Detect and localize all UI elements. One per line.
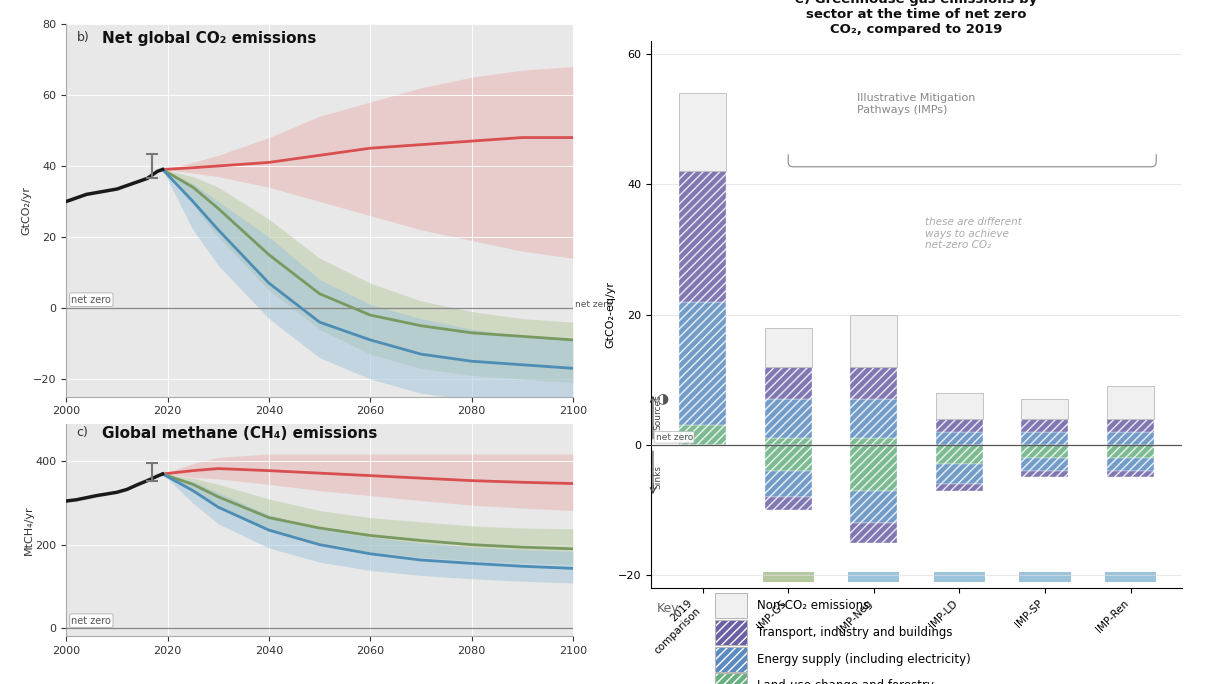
Text: net zero: net zero: [71, 616, 111, 626]
Text: Sources: Sources: [654, 395, 663, 430]
Bar: [936, 432, 983, 445]
Bar: [765, 399, 812, 438]
Bar: [715, 620, 747, 645]
Bar: [679, 171, 726, 302]
Bar: [936, 419, 983, 432]
Bar: [765, 328, 812, 367]
Bar: [1105, 572, 1157, 581]
Text: these are different
ways to achieve
net-zero CO₂: these are different ways to achieve net-…: [925, 217, 1021, 250]
Y-axis label: MtCH₄/yr: MtCH₄/yr: [24, 505, 34, 555]
Bar: [715, 673, 747, 684]
Bar: [1107, 432, 1154, 445]
Bar: [850, 399, 897, 438]
Bar: [762, 572, 814, 581]
Bar: [848, 572, 900, 581]
Text: Sinks: Sinks: [654, 466, 663, 490]
Bar: [715, 620, 747, 645]
Text: ◑: ◑: [656, 391, 668, 405]
Bar: [715, 673, 747, 684]
Bar: [1021, 445, 1069, 458]
Bar: [850, 523, 897, 542]
Bar: [1021, 458, 1069, 471]
Bar: [715, 646, 747, 672]
Bar: [850, 445, 897, 490]
Bar: [1021, 399, 1069, 419]
Bar: [850, 367, 897, 399]
Bar: [936, 464, 983, 484]
Bar: [1021, 419, 1069, 432]
Bar: [936, 393, 983, 419]
Text: Net global CO₂ emissions: Net global CO₂ emissions: [101, 31, 316, 47]
Bar: [765, 438, 812, 445]
Bar: [1107, 471, 1154, 477]
Bar: [1021, 471, 1069, 477]
Text: Transport, industry and buildings: Transport, industry and buildings: [757, 626, 953, 639]
Text: b): b): [76, 31, 89, 44]
Text: net zero: net zero: [656, 433, 692, 442]
Bar: [765, 471, 812, 497]
Text: e) Greenhouse gas emissions by
sector at the time of net zero
CO₂, compared to 2: e) Greenhouse gas emissions by sector at…: [796, 0, 1037, 36]
Bar: [850, 438, 897, 445]
Bar: [1107, 445, 1154, 458]
Text: Illustrative Mitigation
Pathways (IMPs): Illustrative Mitigation Pathways (IMPs): [856, 93, 974, 115]
Text: Key: Key: [656, 602, 679, 615]
Bar: [679, 302, 726, 425]
Bar: [933, 572, 985, 581]
Text: Energy supply (including electricity): Energy supply (including electricity): [757, 653, 971, 666]
Bar: [850, 315, 897, 367]
Text: Global methane (CH₄) emissions: Global methane (CH₄) emissions: [101, 426, 377, 441]
Text: Non-CO₂ emissions: Non-CO₂ emissions: [757, 599, 870, 612]
Bar: [1107, 419, 1154, 432]
Bar: [715, 593, 747, 618]
Bar: [765, 497, 812, 510]
Bar: [1021, 432, 1069, 445]
Bar: [715, 646, 747, 672]
Bar: [679, 93, 726, 171]
Text: c): c): [76, 426, 88, 439]
Bar: [765, 445, 812, 471]
Bar: [936, 445, 983, 464]
Text: net zero: net zero: [71, 295, 111, 304]
Text: Land-use change and forestry: Land-use change and forestry: [757, 679, 935, 684]
Bar: [850, 490, 897, 523]
Bar: [1019, 572, 1071, 581]
Bar: [765, 367, 812, 399]
Bar: [936, 484, 983, 490]
Y-axis label: GtCO₂-eq/yr: GtCO₂-eq/yr: [605, 281, 615, 348]
Bar: [1107, 386, 1154, 419]
Bar: [1107, 458, 1154, 471]
Text: net zero: net zero: [575, 300, 613, 309]
Y-axis label: GtCO₂/yr: GtCO₂/yr: [22, 186, 31, 235]
Bar: [679, 425, 726, 445]
